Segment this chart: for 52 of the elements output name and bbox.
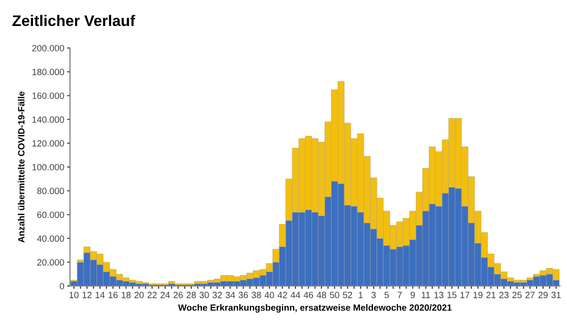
x-tick-label: 12: [82, 292, 92, 298]
x-tick-label: 24: [160, 292, 170, 298]
y-tick-label: 140.000: [32, 116, 64, 123]
y-axis-title: Anzahl übermittelte COVID-19-Fälle: [18, 92, 24, 243]
x-tick-label: 52: [342, 292, 352, 298]
x-tick-label: 5: [384, 292, 389, 298]
x-tick-label: 10: [70, 292, 79, 298]
x-tick-label: 20: [134, 292, 144, 298]
y-tick-label: 200.000: [32, 44, 64, 52]
x-tick-label: 34: [226, 292, 236, 298]
y-tick-label: 100.000: [32, 164, 64, 170]
y-tick-label: 120.000: [32, 140, 64, 147]
x-tick-label: 42: [278, 292, 287, 298]
x-tick-label: 1: [358, 292, 363, 298]
x-tick-label: 36: [238, 292, 248, 298]
x-tick-label: 46: [304, 292, 314, 298]
x-tick-label: 21: [486, 292, 496, 298]
y-tick-label: 180.000: [32, 68, 64, 76]
x-tick-label: 38: [252, 292, 261, 298]
x-tick-label: 26: [174, 292, 183, 298]
x-tick-label: 17: [460, 292, 470, 298]
x-tick-label: 44: [290, 292, 300, 298]
x-tick-label: 30: [200, 292, 209, 298]
x-tick-label: 50: [330, 292, 340, 298]
x-tick-label: 23: [499, 292, 509, 298]
x-tick-label: 3: [371, 292, 376, 298]
x-tick-label: 27: [525, 292, 535, 298]
x-tick-label: 29: [538, 292, 548, 298]
x-tick-label: 19: [474, 292, 482, 298]
y-tick-label: 0: [60, 282, 64, 290]
x-tick-label: 28: [186, 292, 196, 298]
x-tick-label: 7: [398, 292, 402, 298]
x-tick-label: 16: [108, 292, 118, 298]
chart-title: Zeitlicher Verlauf: [12, 14, 136, 26]
x-tick-label: 32: [212, 292, 222, 298]
y-tick-label: 160.000: [32, 92, 64, 99]
y-tick-label: 60.000: [37, 212, 64, 218]
x-tick-label: 13: [434, 292, 444, 298]
x-tick-label: 31: [551, 292, 561, 298]
x-tick-label: 9: [410, 292, 415, 298]
x-tick-label: 14: [96, 292, 105, 298]
x-tick-label: 22: [148, 292, 157, 298]
x-tick-label: 40: [264, 292, 274, 298]
y-tick-label: 20.000: [37, 259, 64, 266]
x-tick-label: 18: [122, 292, 131, 298]
y-tick-label: 40.000: [37, 235, 64, 242]
x-axis-title: Woche Erkrankungsbeginn, ersatzweise Meldewoche 2020/2021: [178, 304, 452, 313]
x-tick-label: 48: [316, 292, 326, 298]
x-tick-label: 25: [512, 292, 522, 298]
x-tick-label: 15: [448, 292, 456, 298]
y-tick-label: 80.000: [37, 188, 64, 194]
x-tick-label: 11: [422, 292, 430, 298]
